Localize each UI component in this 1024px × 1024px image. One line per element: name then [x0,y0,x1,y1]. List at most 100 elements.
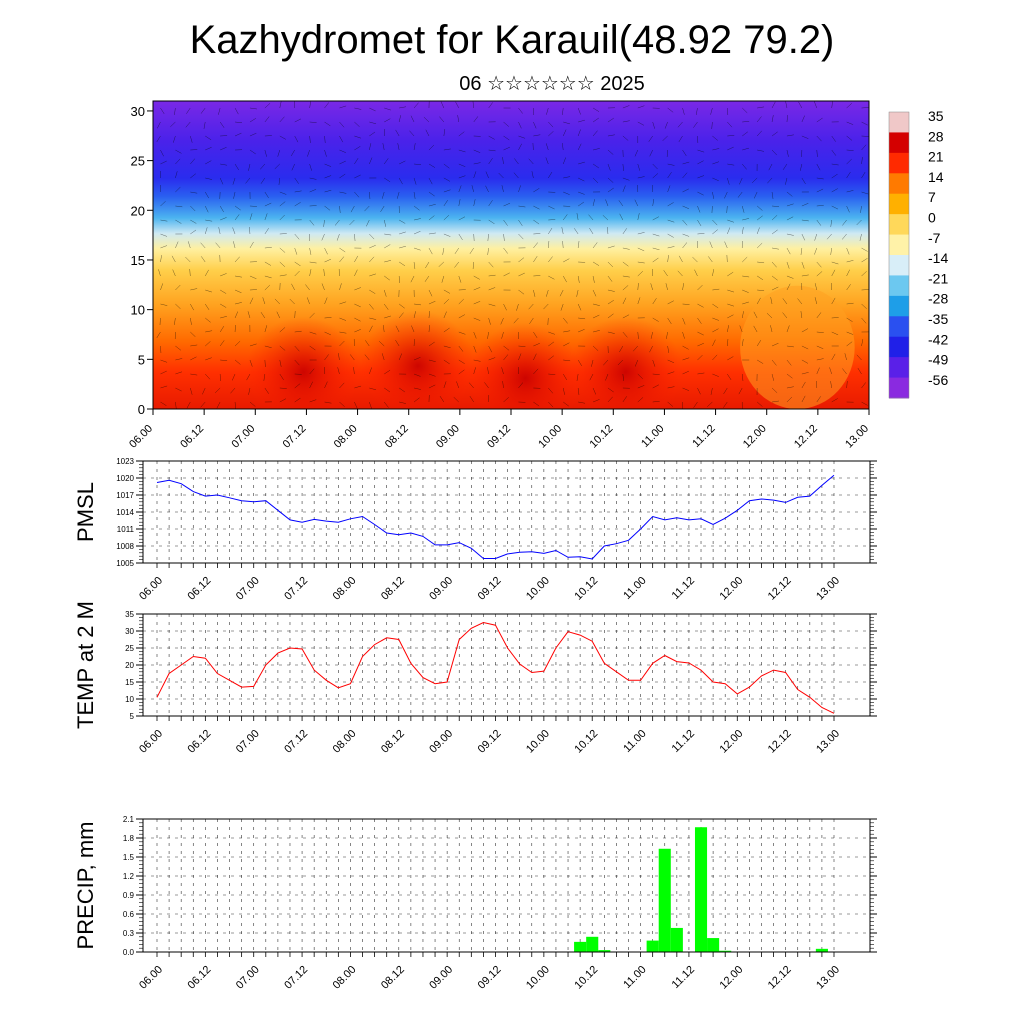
wind-vector [413,311,416,319]
wind-vector [637,297,641,305]
wind-vector [634,359,639,367]
wind-vector [309,101,312,109]
x-tick-label: 09.12 [476,728,504,756]
wind-vector [339,149,347,153]
wind-vector [560,303,564,311]
wind-vector [369,317,377,320]
wind-vector [190,158,196,165]
wind-vector [264,213,268,221]
wind-vector [234,132,242,137]
wind-vector [756,205,763,211]
wind-vector [650,331,653,339]
wind-vector [592,163,599,169]
wind-vector [160,370,167,375]
wind-vector [801,203,809,207]
wind-vector [578,191,585,195]
wind-vector [592,261,600,266]
wind-vector [723,401,728,408]
wind-vector [473,149,481,153]
colorbar-band [889,316,909,338]
wind-vector [622,163,624,171]
wind-vector [324,354,329,361]
wind-vector [648,135,653,142]
wind-vector [410,115,415,123]
wind-vector [667,401,674,407]
wind-vector [816,396,822,403]
y-tick-label: 35 [125,610,134,619]
wind-vector [682,233,690,237]
wind-vector [264,275,272,279]
wind-vector [607,289,615,292]
wind-vector [665,283,668,291]
wind-vector [737,191,743,198]
wind-vector [248,163,251,171]
wind-vector [548,256,553,263]
heatmap-warm-core [246,316,361,409]
precip-bar [646,940,659,952]
wind-vector [260,312,266,319]
x-tick-label: 09.00 [427,964,455,992]
wind-vector [439,116,445,123]
wind-vector [488,158,493,165]
wind-vector [234,359,241,365]
wind-vector [185,121,191,128]
x-tick-label: 07.12 [282,964,310,992]
wind-vector [378,340,385,347]
wind-vector [727,373,732,381]
wind-vector [577,201,585,207]
wind-vector [652,359,656,367]
x-tick-label: 07.12 [282,728,310,756]
wind-vector [234,289,242,294]
wind-vector [413,205,420,211]
y-tick-label: 0.6 [123,910,135,919]
wind-vector [712,269,715,277]
wind-vector [160,160,167,165]
wind-vector [294,383,301,389]
x-tick-label: 11.00 [621,728,648,755]
wind-vector [369,131,376,137]
wind-vector [187,241,191,249]
wind-vector [428,300,436,305]
wind-vector [384,158,389,165]
wind-vector [682,188,689,193]
wind-vector [546,107,549,115]
wind-vector [364,354,370,361]
wind-vector [533,205,540,210]
wind-vector [190,288,198,291]
wind-vector [578,119,585,123]
wind-vector [279,247,286,253]
wind-vector [190,229,197,235]
wind-vector [249,107,257,110]
wind-vector [786,396,793,403]
wind-vector [413,218,421,221]
wind-vector [156,331,161,339]
wind-vector [533,401,540,407]
wind-vector [488,135,495,140]
wind-vector [500,317,504,325]
x-tick-label: 08.00 [331,964,359,992]
wind-vector [156,135,161,143]
wind-vector [279,191,287,195]
wind-vector [622,331,628,338]
wind-vector [160,107,165,115]
wind-vector [234,311,239,319]
wind-vector [861,317,867,324]
wind-vector [842,368,847,375]
wind-vector [798,101,803,109]
wind-vector [220,147,227,151]
wind-vector [424,275,430,282]
wind-vector [860,205,862,213]
wind-vector [711,121,713,129]
wind-vector [249,227,251,235]
plot-frame [142,818,871,953]
wind-vector [339,283,342,291]
wind-vector [354,303,361,308]
colorbar-band [889,152,909,174]
wind-vector [786,203,794,207]
wind-vector [202,387,206,395]
wind-vector [384,303,389,310]
wind-vector [695,107,698,115]
wind-vector [264,284,271,291]
wind-vector [607,275,613,282]
wind-vector [234,256,240,263]
